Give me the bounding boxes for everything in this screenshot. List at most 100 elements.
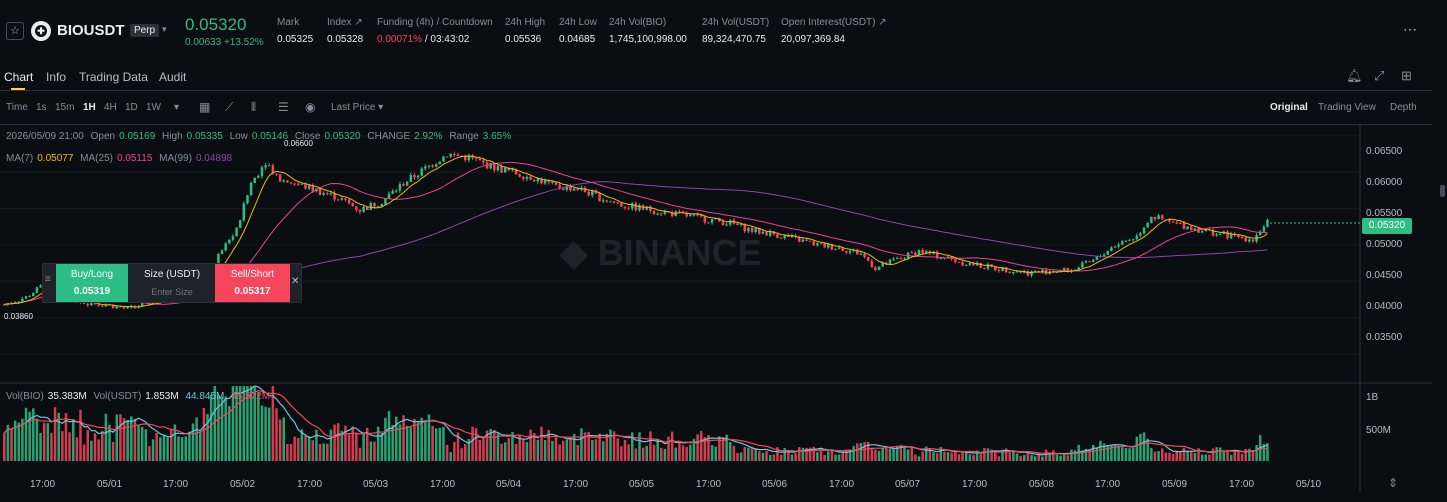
price-type-dropdown[interactable]: Last Price ▾ [331, 102, 384, 113]
x-tick-7: 05/04 [496, 479, 522, 490]
volume-bar [464, 443, 467, 461]
more-intervals-dropdown-icon[interactable]: ▾ [174, 102, 180, 113]
volume-bar [460, 448, 463, 461]
volume-bar [17, 422, 21, 461]
change-label: CHANGE [367, 131, 411, 142]
sell-short-button[interactable]: Sell/Short 0.05317 [215, 264, 290, 302]
candle-body [1146, 223, 1149, 228]
candle-body [790, 235, 794, 238]
buy-long-button[interactable]: Buy/Long 0.05319 [56, 264, 128, 302]
y-tick-0: 0.06500 [1366, 146, 1403, 157]
tab-chart[interactable]: Chart [4, 70, 34, 84]
more-options-icon[interactable]: ⋯ [1403, 21, 1418, 37]
volume-bar [64, 413, 68, 461]
interval-1h[interactable]: 1H [83, 102, 96, 113]
interval-4h[interactable]: 4H [104, 102, 117, 113]
candle-body [591, 191, 594, 196]
tab-audit[interactable]: Audit [159, 70, 187, 84]
stat-index[interactable]: Index ↗ 0.05328 [327, 17, 363, 45]
reset-view-icon[interactable]: ◉ [305, 100, 316, 114]
stat-label: 24h High [505, 17, 546, 28]
volume-bar [674, 447, 678, 461]
symbol-name[interactable]: BIOUSDT [57, 22, 125, 39]
candle-body [434, 164, 438, 167]
interval-1w[interactable]: 1W [146, 102, 161, 113]
candle-body [939, 257, 943, 259]
calendar-icon[interactable]: ▦ [199, 100, 211, 114]
active-tab-indicator [11, 88, 25, 90]
volume-bar [209, 394, 213, 461]
favorite-star-icon[interactable]: ☆ [6, 22, 24, 40]
volume-bar [482, 436, 485, 461]
candle-body [3, 304, 6, 306]
ma-legend: MA(7) 0.05077 MA(25) 0.05115 MA(99) 0.04898 [6, 153, 236, 164]
volume-bar [972, 454, 975, 461]
volume-bar [177, 436, 180, 461]
volume-bar [61, 431, 64, 461]
volume-bar [224, 396, 227, 461]
view-original[interactable]: Original [1270, 102, 1308, 113]
x-tick-4: 17:00 [297, 479, 323, 490]
funding-countdown: / 03:43:02 [424, 34, 470, 45]
candle-body [427, 165, 431, 167]
candle-body [975, 262, 979, 266]
candle-body [729, 220, 732, 225]
close-widget-icon[interactable]: ✕ [291, 276, 300, 287]
interval-1d[interactable]: 1D [125, 102, 138, 113]
volume-bar [565, 439, 569, 461]
volume-bar [750, 446, 754, 461]
price-alert-bell-icon[interactable]: 🔔︎ [1346, 68, 1363, 83]
candle-body [1008, 272, 1012, 274]
candle-body [322, 193, 325, 195]
candle-body [696, 214, 699, 216]
stat-label: 24h Low [559, 17, 597, 28]
candle-body [1182, 223, 1186, 230]
scrollbar-thumb[interactable] [1440, 185, 1445, 197]
volume-bar [594, 439, 598, 461]
view-depth[interactable]: Depth [1390, 102, 1417, 113]
change-value: 2.92% [414, 131, 443, 142]
view-trading-view[interactable]: Trading View [1318, 102, 1376, 113]
candle-body [333, 193, 336, 200]
page-scrollbar[interactable] [1432, 0, 1447, 502]
symbol-dropdown-icon[interactable]: ▾ [162, 24, 167, 34]
price-chart[interactable]: ◆ BINANCE [0, 125, 1432, 492]
volume-bar [10, 429, 13, 461]
indicators-icon[interactable]: ⟋ [225, 100, 234, 114]
volume-bar [275, 408, 278, 461]
tab-trading-data[interactable]: Trading Data [79, 70, 148, 84]
candle-body [474, 157, 478, 159]
x-tick-9: 05/05 [629, 479, 655, 490]
fullscreen-expand-icon[interactable]: ⤢ [1374, 68, 1385, 83]
contract-type-badge: Perp [130, 24, 160, 37]
candle-body [17, 301, 21, 303]
volume-bar [917, 456, 921, 461]
x-tick-19: 05/10 [1296, 479, 1322, 490]
chart-type-icon[interactable]: ⫴ [251, 100, 257, 114]
volume-bar [398, 424, 402, 461]
layout-grid-icon[interactable]: ⊞ [1401, 68, 1412, 83]
ma25-label: MA(25) [80, 153, 113, 164]
settings-sliders-icon[interactable]: ☰ [278, 100, 289, 114]
volume-bar [714, 446, 717, 461]
volume-bar [75, 437, 79, 461]
symbol-header: ☆ ✚ BIOUSDT Perp ▾ 0.05320 0.00633 +13.5… [0, 0, 1447, 62]
candle-body [1226, 231, 1229, 239]
fit-scale-icon[interactable]: ⇕ [1388, 476, 1399, 490]
volume-bar [1164, 452, 1168, 461]
tab-info[interactable]: Info [46, 70, 67, 84]
size-input[interactable] [134, 284, 210, 300]
interval-15m[interactable]: 15m [55, 102, 75, 113]
drag-handle-icon[interactable]: ≡ [45, 274, 51, 285]
interval-1s[interactable]: 1s [36, 102, 47, 113]
volume-bar [140, 427, 144, 461]
stat-open-interest[interactable]: Open Interest(USDT) ↗ 20,097,369.84 [781, 17, 887, 45]
candle-body [1088, 261, 1091, 263]
volume-bar [420, 417, 423, 461]
volume-bar [692, 438, 696, 461]
volume-bar [340, 431, 344, 461]
volume-bar [525, 442, 529, 461]
volume-bar [1124, 447, 1128, 461]
candle-body [954, 258, 957, 262]
candle-body [260, 167, 264, 177]
